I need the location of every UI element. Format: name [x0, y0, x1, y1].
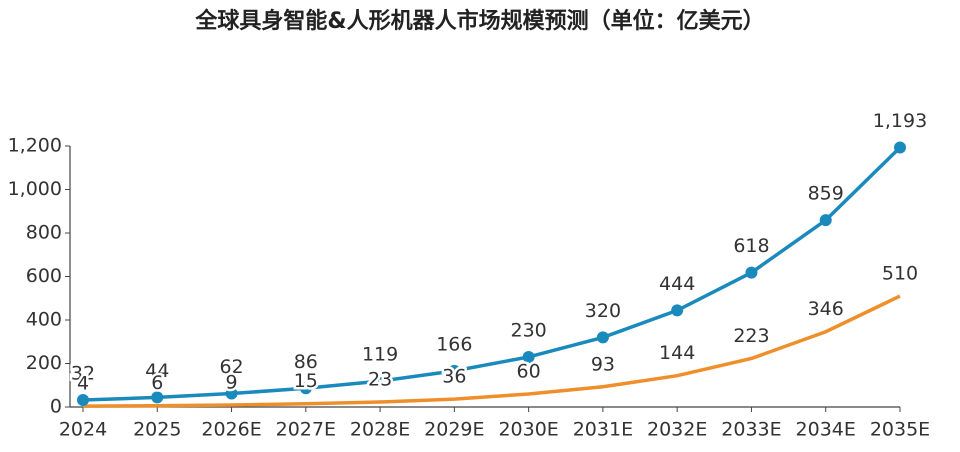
- value-label: 32: [71, 363, 95, 385]
- value-label: 166: [436, 333, 472, 355]
- point: [671, 304, 684, 317]
- x-tick-label: 2033E: [721, 419, 781, 441]
- value-label: 859: [808, 183, 844, 205]
- y-tick-label: 400: [26, 309, 62, 331]
- point: [77, 394, 89, 407]
- point: [225, 387, 238, 400]
- value-label: 4: [77, 373, 89, 395]
- series-line: [82, 146, 902, 402]
- point: [894, 141, 906, 154]
- y-tick-label: 1,000: [8, 178, 62, 200]
- series-line: [82, 294, 901, 408]
- x-tick-label: 2024: [59, 419, 107, 441]
- x-tick-label: 2029E: [424, 419, 484, 441]
- value-label: 510: [882, 263, 918, 285]
- value-label: 223: [733, 325, 769, 347]
- value-label: 62: [219, 356, 243, 378]
- point: [299, 382, 312, 395]
- point: [596, 331, 609, 344]
- value-label: 15: [294, 370, 318, 392]
- value-label: 119: [362, 344, 398, 366]
- x-tick-label: 2031E: [573, 419, 633, 441]
- chart-title: 全球具身智能&人形机器人市场规模预测（单位：亿美元）: [194, 8, 764, 34]
- value-label: 6: [151, 372, 163, 394]
- value-label: 23: [368, 368, 392, 390]
- point: [374, 375, 387, 388]
- x-tick-label: 2025: [133, 419, 181, 441]
- point: [745, 266, 758, 279]
- value-label: 93: [591, 353, 615, 375]
- x-tick-label: 2034E: [796, 419, 856, 441]
- x-tick-label: 2030E: [498, 419, 558, 441]
- value-label: 444: [659, 273, 695, 295]
- x-tick-label: 2035E: [870, 419, 930, 441]
- point: [819, 214, 832, 227]
- point: [522, 350, 535, 363]
- x-tick-label: 2028E: [350, 419, 410, 441]
- value-label: 36: [442, 366, 466, 388]
- x-tick-label: 2032E: [647, 419, 707, 441]
- value-label: 618: [733, 235, 769, 257]
- value-label: 44: [145, 360, 169, 382]
- y-tick-label: 800: [26, 222, 62, 244]
- x-tick-label: 2027E: [276, 419, 336, 441]
- point: [448, 364, 461, 377]
- y-tick-label: 600: [26, 265, 62, 287]
- y-tick-label: 1,200: [8, 135, 62, 157]
- value-label: 1,193: [873, 110, 927, 132]
- point: [151, 391, 164, 404]
- value-label: 320: [585, 300, 621, 322]
- value-label: 60: [517, 360, 541, 382]
- y-tick-label: 200: [26, 352, 62, 374]
- y-tick-label: 0: [50, 396, 62, 418]
- value-label: 9: [225, 372, 237, 394]
- value-label: 144: [659, 342, 695, 364]
- value-label: 346: [808, 298, 844, 320]
- value-label: 86: [294, 351, 318, 373]
- value-label: 230: [511, 319, 547, 341]
- x-tick-label: 2026E: [201, 419, 261, 441]
